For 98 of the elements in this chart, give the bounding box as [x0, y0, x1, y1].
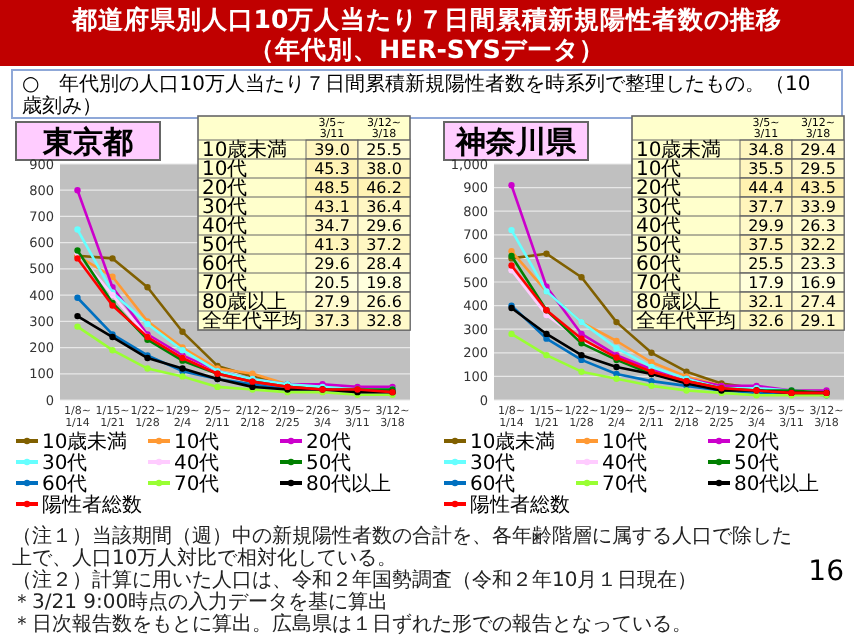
point [179, 373, 186, 380]
text: （注２）計算に用いた人口は、令和２年国勢調査（令和２年10月１日現在） [12, 568, 698, 592]
point [543, 351, 550, 359]
point [578, 274, 585, 281]
data-label: 44.4 [748, 178, 784, 197]
legend-label: 80代以上 [734, 472, 820, 496]
data-label: 39.0 [314, 140, 350, 159]
point [578, 368, 585, 375]
data-label: 29.6 [366, 216, 402, 235]
data-label: 29.5 [800, 159, 836, 178]
point [648, 377, 655, 385]
legend-label: 50代 [734, 453, 780, 475]
data-label: 29.4 [800, 140, 836, 159]
data-label: 32.1 [748, 292, 784, 311]
point [613, 337, 620, 345]
legend-label: 50代 [306, 453, 352, 475]
legend-label: 陽性者総数 [42, 493, 142, 517]
data-label: 46.2 [366, 178, 402, 197]
y-tick-label: 全年代平均 [202, 309, 302, 334]
data-label: 27.4 [800, 292, 836, 311]
data-label: 37.7 [748, 197, 784, 216]
data-label: 43.5 [800, 178, 836, 197]
point [648, 382, 655, 390]
point [74, 294, 81, 301]
data-label: 25.5 [748, 254, 784, 273]
point [214, 383, 221, 391]
data-label: 27.9 [314, 292, 350, 311]
point [144, 365, 151, 372]
chart-title: 東京都 [41, 124, 133, 160]
point [543, 250, 550, 257]
data-label: 19.8 [366, 273, 402, 292]
data-label: 16.9 [800, 273, 836, 292]
data-label: 48.5 [314, 178, 350, 197]
data-label: 34.8 [748, 140, 784, 159]
point [613, 370, 620, 378]
data-label: 26.3 [800, 216, 836, 235]
point [74, 312, 81, 320]
data-label: 37.2 [366, 235, 402, 254]
point [144, 284, 151, 291]
point [179, 328, 186, 336]
point [74, 323, 81, 330]
point [109, 346, 116, 354]
point [648, 349, 655, 356]
data-label: 32.2 [800, 235, 836, 254]
legend-label: 陽性者総数 [470, 493, 570, 517]
data-label: 36.4 [366, 197, 402, 216]
data-label: 28.4 [366, 254, 402, 273]
point [613, 363, 620, 371]
point [578, 351, 585, 359]
data-label: 35.5 [748, 159, 784, 178]
data-label: 33.9 [800, 197, 836, 216]
data-label: 43.1 [314, 197, 350, 216]
data-label: 20.5 [314, 273, 350, 292]
data-label: 17.9 [748, 273, 784, 292]
data-label: 32.6 [748, 311, 784, 330]
text: ＊3/21 9:00時点の入力データを基に算出 [12, 590, 389, 614]
data-label: 34.7 [314, 216, 350, 235]
point [508, 330, 515, 338]
point [683, 387, 690, 394]
legend-label: 70代 [174, 474, 220, 496]
data-label: 37.3 [314, 311, 350, 330]
data-label: 45.3 [314, 159, 350, 178]
legend-label: 20代 [734, 432, 780, 454]
data-label: 32.8 [366, 311, 402, 330]
point [613, 344, 620, 352]
chart-title: 神奈川県 [454, 124, 578, 160]
legend-label: 10代 [602, 432, 648, 454]
point [613, 375, 620, 382]
legend-label: 20代 [306, 432, 352, 454]
point [543, 330, 550, 338]
data-label: 23.3 [800, 254, 836, 273]
text: 16 [808, 556, 845, 588]
data-label: 25.5 [366, 140, 402, 159]
data-label: 37.5 [748, 235, 784, 254]
legend-label: 80代以上 [306, 472, 392, 496]
text: （注１）当該期間（週）中の新規陽性者数の合計を、各年齢階層に属する人口で除した上で、人口10万人対比で相対化している。 [12, 524, 792, 570]
data-label: 29.9 [748, 216, 784, 235]
point [74, 187, 81, 194]
point [508, 226, 515, 234]
legend-label: 40代 [174, 453, 220, 475]
text: ＊日次報告数をもとに算出。広島県は１日ずれた形での報告となっている。 [12, 612, 692, 636]
legend-label: 10代 [174, 432, 220, 454]
y-tick-label: 全年代平均 [636, 309, 736, 334]
point [508, 182, 515, 189]
data-label: 41.3 [314, 235, 350, 254]
text: 都道府県別人口10万人当たり７日間累積新規陽性者数の推移（年代別、HER-SYSデータ） [69, 4, 783, 64]
data-label: 26.6 [366, 292, 402, 311]
point [508, 262, 515, 269]
data-label: 29.1 [800, 311, 836, 330]
point [578, 356, 585, 364]
point [74, 226, 81, 233]
point [613, 318, 620, 326]
legend-label: 40代 [602, 453, 648, 475]
text: ○ 年代別の人口10万人当たり７日間累積新規陽性者数を時系列で整理したもの。（10歳刻み） [22, 72, 811, 118]
data-label: 29.6 [314, 254, 350, 273]
point [109, 255, 116, 262]
data-label: 38.0 [366, 159, 402, 178]
legend-label: 70代 [602, 474, 648, 496]
